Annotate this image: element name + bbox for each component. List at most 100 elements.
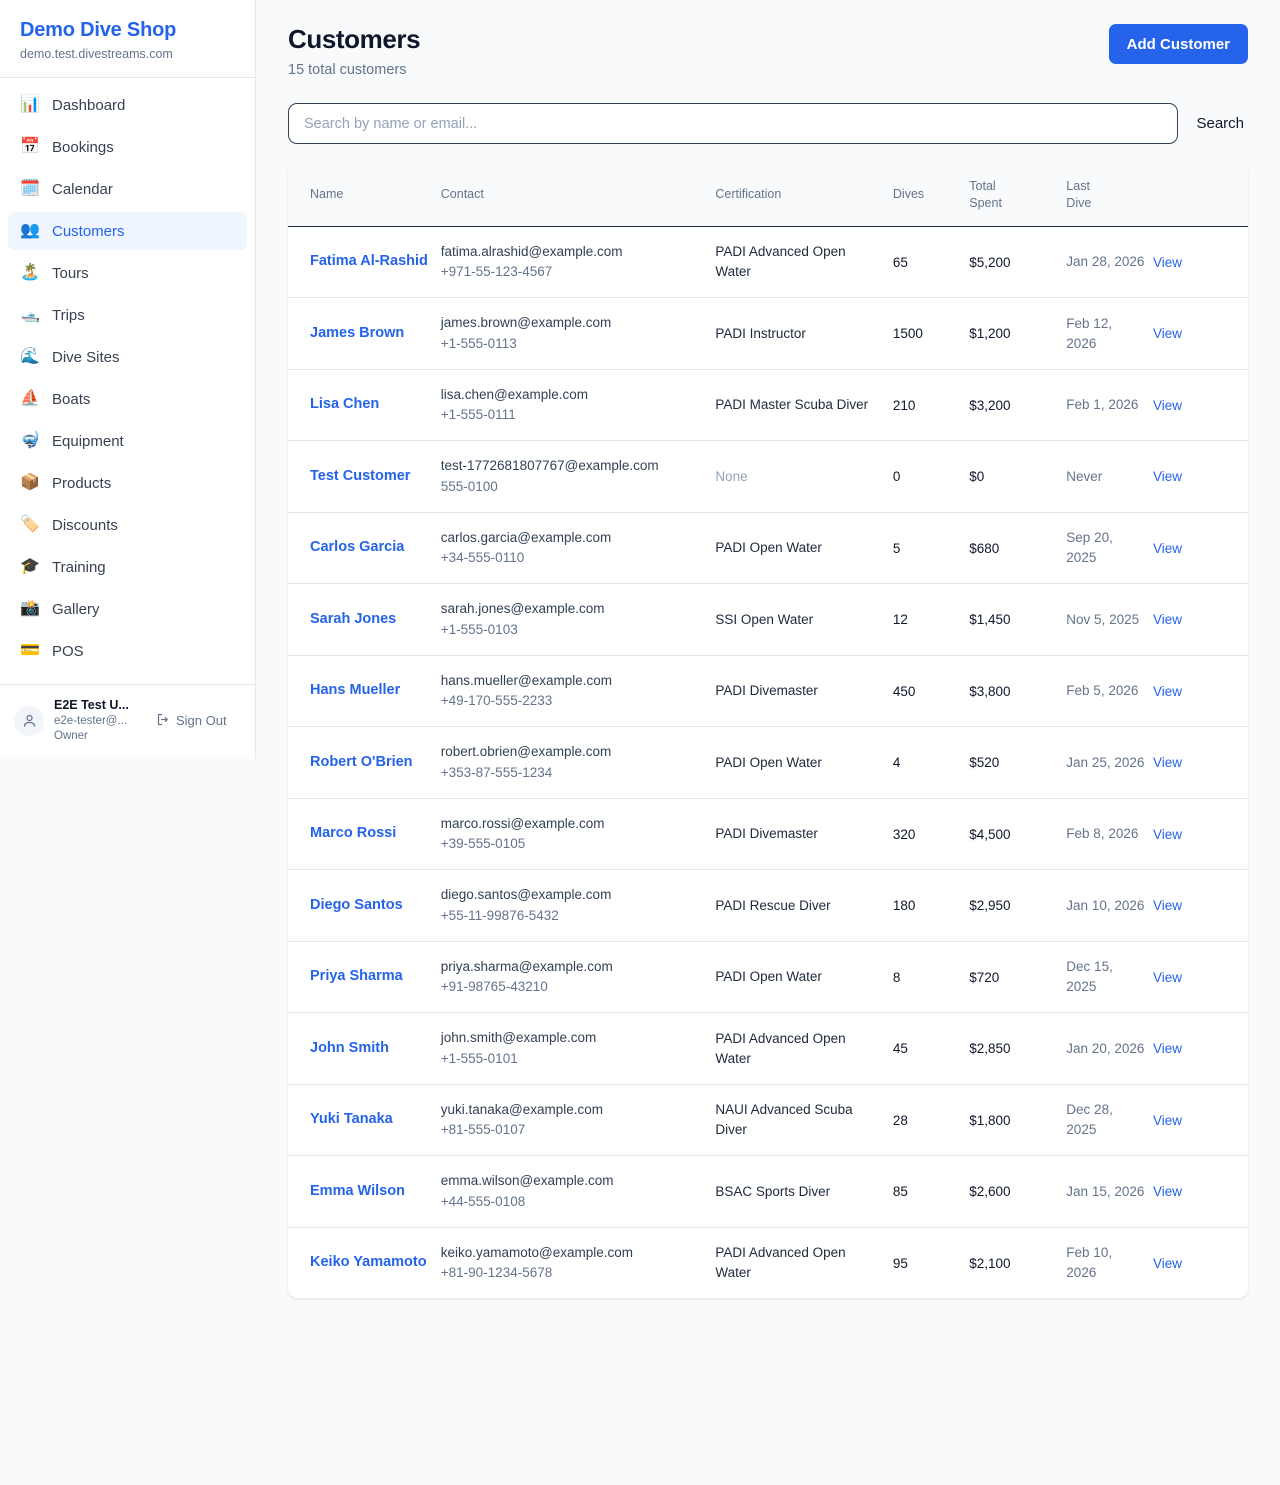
- brand-domain: demo.test.divestreams.com: [20, 47, 173, 61]
- sidebar-item-boats[interactable]: ⛵ Boats: [8, 380, 247, 418]
- customer-phone: +1-555-0113: [440, 335, 517, 351]
- customers-table-card: Name Contact Certification Dives Total S…: [288, 164, 1248, 1299]
- sidebar-item-bookings[interactable]: 📅 Bookings: [8, 128, 247, 166]
- cell-contact: test-1772681807767@example.com 555-0100: [441, 441, 716, 513]
- view-link[interactable]: View: [1153, 254, 1183, 270]
- cell-actions: View: [1153, 441, 1248, 513]
- customer-name-link[interactable]: Robert O'Brien: [310, 753, 413, 770]
- search-input[interactable]: [288, 103, 1179, 144]
- sidebar-item-training[interactable]: 🎓 Training: [8, 548, 247, 586]
- column-header-name: Name: [288, 164, 441, 227]
- dives-value: 28: [892, 1112, 908, 1128]
- cell-name: Test Customer: [288, 441, 441, 513]
- view-link[interactable]: View: [1153, 1112, 1183, 1128]
- sidebar-item-gallery[interactable]: 📸 Gallery: [8, 590, 247, 628]
- cell-actions: View: [1153, 727, 1248, 799]
- sidebar-item-dive-sites[interactable]: 🌊 Dive Sites: [8, 338, 247, 376]
- cell-dives: 45: [893, 1013, 969, 1085]
- customer-email: test-1772681807767@example.com: [440, 458, 659, 474]
- add-customer-button[interactable]: Add Customer: [1108, 24, 1248, 64]
- sidebar-item-customers[interactable]: 👥 Customers: [8, 212, 247, 250]
- customer-email: lisa.chen@example.com: [440, 386, 589, 402]
- sidebar-item-dashboard[interactable]: 📊 Dashboard: [8, 86, 247, 124]
- last-dive-value: Feb 12, 2026: [1066, 315, 1113, 351]
- sidebar-item-equipment[interactable]: 🤿 Equipment: [8, 422, 247, 460]
- customer-name-link[interactable]: John Smith: [310, 1039, 389, 1056]
- cell-certification: BSAC Sports Diver: [715, 1156, 893, 1228]
- graduation-cap-icon: 🎓: [20, 558, 40, 575]
- sidebar-item-label: Customers: [52, 222, 125, 240]
- cell-last-dive: Jan 20, 2026: [1066, 1013, 1153, 1085]
- customer-email: diego.santos@example.com: [440, 887, 612, 903]
- dives-value: 320: [892, 826, 916, 842]
- customer-name-link[interactable]: Keiko Yamamoto: [310, 1254, 427, 1271]
- view-link[interactable]: View: [1153, 469, 1183, 484]
- customer-name-link[interactable]: Sarah Jones: [310, 610, 397, 627]
- view-link[interactable]: View: [1153, 1255, 1183, 1271]
- cell-contact: lisa.chen@example.com +1-555-0111: [441, 369, 716, 441]
- view-link[interactable]: View: [1153, 1184, 1183, 1199]
- customer-name-link[interactable]: Hans Mueller: [310, 682, 401, 699]
- sign-out-button[interactable]: Sign Out: [156, 712, 227, 730]
- customer-name-link[interactable]: James Brown: [310, 324, 405, 341]
- customer-name-link[interactable]: Marco Rossi: [310, 825, 397, 842]
- customer-email: emma.wilson@example.com: [440, 1173, 614, 1189]
- customer-name-link[interactable]: Carlos Garcia: [310, 539, 405, 556]
- customer-name-link[interactable]: Test Customer: [310, 467, 411, 484]
- view-link[interactable]: View: [1153, 898, 1183, 913]
- sidebar-item-tours[interactable]: 🏝️ Tours: [8, 254, 247, 292]
- customer-name-link[interactable]: Emma Wilson: [310, 1182, 405, 1199]
- last-dive-line1: Last: [1066, 179, 1090, 193]
- view-link[interactable]: View: [1153, 326, 1183, 341]
- view-link[interactable]: View: [1153, 1041, 1183, 1056]
- view-link[interactable]: View: [1153, 683, 1183, 699]
- table-row: Keiko Yamamoto keiko.yamamoto@example.com…: [288, 1227, 1248, 1298]
- cell-last-dive: Jan 28, 2026: [1066, 226, 1153, 298]
- view-link[interactable]: View: [1153, 397, 1183, 413]
- view-link[interactable]: View: [1153, 826, 1183, 842]
- view-link[interactable]: View: [1153, 540, 1183, 556]
- dives-value: 95: [892, 1255, 908, 1271]
- sidebar-item-products[interactable]: 📦 Products: [8, 464, 247, 502]
- cell-last-dive: Sep 20, 2025: [1066, 512, 1153, 584]
- total-spent-value: $2,600: [969, 1184, 1011, 1199]
- view-link[interactable]: View: [1153, 969, 1183, 985]
- cell-certification: PADI Advanced Open Water: [715, 226, 893, 298]
- total-spent-value: $0: [969, 469, 985, 484]
- cell-certification: SSI Open Water: [715, 584, 893, 656]
- column-header-contact: Contact: [440, 164, 716, 227]
- cell-name: Priya Sharma: [288, 941, 441, 1013]
- table-head: Name Contact Certification Dives Total S…: [288, 164, 1248, 227]
- cell-last-dive: Nov 5, 2025: [1066, 584, 1153, 656]
- certification-value: PADI Advanced Open Water: [715, 1245, 846, 1280]
- customer-name-link[interactable]: Fatima Al-Rashid: [310, 253, 428, 270]
- cell-dives: 5: [893, 512, 969, 584]
- customer-name-link[interactable]: Lisa Chen: [310, 396, 380, 413]
- customer-name-link[interactable]: Priya Sharma: [310, 968, 403, 985]
- cell-certification: PADI Instructor: [715, 298, 893, 370]
- dives-value: 0: [892, 469, 901, 484]
- column-header-total-spent: Total Spent: [969, 164, 1067, 227]
- view-link[interactable]: View: [1153, 755, 1183, 770]
- cell-dives: 320: [893, 798, 969, 870]
- sidebar-item-discounts[interactable]: 🏷️ Discounts: [8, 506, 247, 544]
- sidebar-item-trips[interactable]: 🛥️ Trips: [8, 296, 247, 334]
- certification-value: PADI Instructor: [715, 325, 806, 341]
- sidebar-item-label: Products: [52, 474, 112, 492]
- certification-value: PADI Divemaster: [715, 826, 818, 842]
- cell-total-spent: $2,100: [969, 1227, 1066, 1298]
- last-dive-line2: Dive: [1066, 195, 1092, 210]
- search-button[interactable]: Search: [1192, 115, 1248, 132]
- sidebar-item-calendar[interactable]: 🗓️ Calendar: [8, 170, 247, 208]
- view-link[interactable]: View: [1153, 612, 1183, 627]
- sidebar-item-pos[interactable]: 💳 POS: [8, 632, 247, 670]
- sidebar-user-box: E2E Test U... e2e-tester@... Owner Sign …: [0, 684, 255, 759]
- customer-name-link[interactable]: Diego Santos: [310, 896, 403, 913]
- customer-name-link[interactable]: Yuki Tanaka: [310, 1111, 393, 1128]
- customer-phone: +49-170-555-2233: [440, 693, 553, 708]
- cell-contact: keiko.yamamoto@example.com +81-90-1234-56…: [441, 1227, 716, 1298]
- cell-actions: View: [1153, 1084, 1248, 1156]
- cell-contact: priya.sharma@example.com +91-98765-43210: [441, 941, 716, 1013]
- cell-dives: 450: [893, 655, 969, 727]
- customer-phone: +55-11-99876-5432: [440, 907, 559, 923]
